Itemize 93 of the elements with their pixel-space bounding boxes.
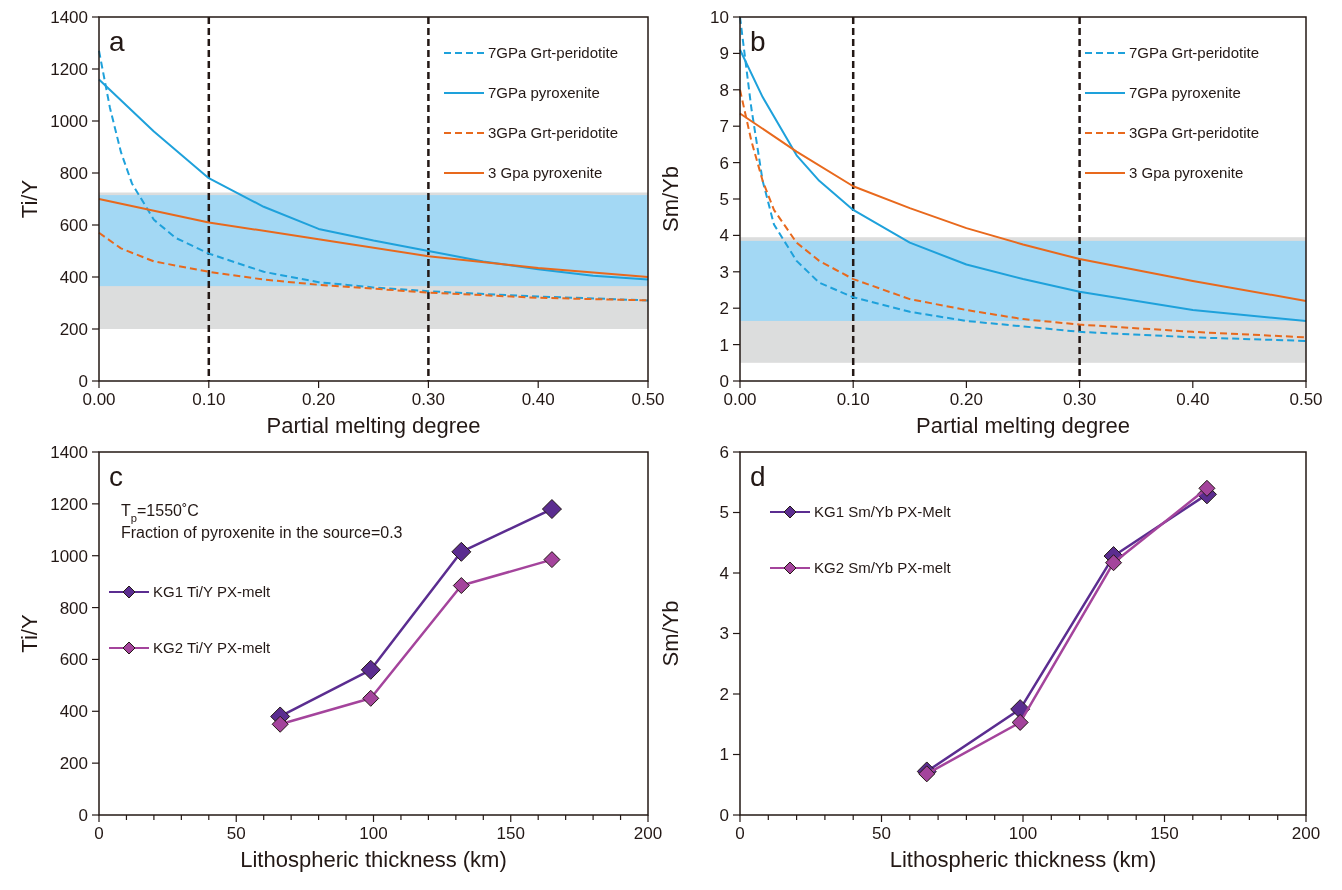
x-axis-title: Partial melting degree	[915, 413, 1131, 438]
x-tick-label: 0.50	[1289, 390, 1323, 409]
y-tick-label: 600	[59, 215, 88, 235]
point	[1105, 554, 1123, 572]
y-tick-label: 5	[719, 503, 729, 523]
y-axis-title: Ti/Y	[17, 179, 42, 219]
legend-label: 3GPa Grt-peridotite	[488, 124, 619, 142]
line-series	[98, 231, 649, 302]
legend-label: 7GPa pyroxenite	[488, 84, 600, 102]
x-tick-label: 0.20	[302, 390, 336, 409]
y-tick-label: 0	[78, 805, 88, 825]
legend-label: KG2 Ti/Y PX-melt	[153, 639, 272, 657]
x-tick-label: 100	[359, 824, 388, 843]
x-tick-label: 0	[735, 824, 745, 843]
point	[360, 659, 381, 680]
legend-label: KG1 Sm/Yb PX-Melt	[814, 503, 952, 521]
x-tick-label: 0.30	[411, 390, 445, 409]
y-tick-label: 400	[59, 702, 88, 722]
y-tick-label: 0	[719, 805, 729, 825]
y-tick-label: 1400	[50, 442, 88, 462]
point	[451, 541, 472, 562]
x-tick-label: 0.40	[521, 390, 555, 409]
y-axis-title: Ti/Y	[17, 614, 42, 653]
x-axis-title: Partial melting degree	[266, 413, 481, 438]
y-tick-label: 10	[710, 7, 729, 27]
x-tick-label: 0.40	[1176, 390, 1210, 409]
legend-label: 3 Gpa pyroxenite	[488, 164, 603, 182]
x-tick-label: 0.50	[631, 390, 665, 409]
y-tick-label: 1400	[50, 7, 88, 27]
legend-label: KG1 Ti/Y PX-melt	[153, 583, 272, 601]
y-tick-label: 7	[719, 117, 729, 137]
y-tick-label: 3	[719, 624, 729, 644]
y-tick-label: 2	[719, 299, 729, 319]
y-tick-label: 600	[59, 650, 88, 670]
y-tick-label: 2	[719, 684, 729, 704]
annotation: d	[750, 461, 766, 492]
legend-label: 7GPa Grt-peridotite	[1129, 44, 1260, 62]
y-axis-title: Sm/Yb	[658, 165, 683, 233]
y-tick-label: 6	[719, 442, 729, 462]
x-tick-label: 200	[633, 824, 663, 843]
x-tick-label: 0.00	[723, 390, 757, 409]
point	[452, 577, 470, 595]
y-tick-label: 1200	[50, 59, 88, 79]
legend-label: 3 Gpa pyroxenite	[1129, 164, 1244, 182]
point	[362, 689, 380, 707]
x-tick-label: 50	[872, 824, 891, 843]
x-tick-label: 0.00	[82, 390, 116, 409]
y-axis-title: Sm/Yb	[658, 600, 683, 667]
x-tick-label: 0.20	[949, 390, 983, 409]
point	[271, 715, 289, 733]
legend-label: KG2 Sm/Yb PX-melt	[814, 559, 952, 577]
y-tick-label: 4	[719, 563, 729, 583]
x-tick-label: 150	[1150, 824, 1179, 843]
y-tick-label: 0	[719, 371, 729, 391]
y-tick-label: 800	[59, 163, 88, 183]
y-tick-label: 3	[719, 262, 729, 282]
legend-label: 7GPa Grt-peridotite	[488, 44, 619, 62]
y-tick-label: 800	[59, 598, 88, 618]
x-tick-label: 50	[226, 824, 246, 843]
point	[541, 499, 562, 520]
x-tick-label: 0.10	[192, 390, 226, 409]
x-tick-label: 0.30	[1063, 390, 1097, 409]
y-tick-label: 0	[78, 371, 88, 391]
annotation: a	[109, 26, 125, 57]
y-tick-label: 6	[719, 153, 729, 173]
point	[543, 551, 561, 569]
x-tick-label: 100	[1008, 824, 1038, 843]
x-tick-label: 150	[496, 824, 525, 843]
x-tick-label: 0	[94, 824, 104, 843]
x-tick-label: 0.10	[836, 390, 870, 409]
y-tick-label: 4	[719, 226, 729, 246]
y-tick-label: 8	[719, 80, 729, 100]
y-tick-label: 1200	[50, 494, 88, 514]
y-tick-label: 5	[719, 189, 729, 209]
annotation: b	[750, 26, 766, 57]
annotation: T$_{p}$=1550˚C	[121, 502, 199, 524]
y-tick-label: 1	[719, 745, 729, 765]
y-tick-label: 1000	[50, 546, 88, 566]
x-tick-label: 200	[1291, 824, 1321, 843]
legend-label: 3GPa Grt-peridotite	[1129, 124, 1260, 142]
legend-label: 7GPa pyroxenite	[1129, 84, 1241, 102]
y-tick-label: 1	[719, 335, 729, 355]
y-tick-label: 9	[719, 44, 729, 64]
y-tick-label: 200	[59, 754, 88, 774]
y-tick-label: 200	[59, 319, 88, 339]
y-tick-label: 1000	[50, 111, 88, 131]
x-axis-title: Lithospheric thickness (km)	[240, 847, 507, 872]
point	[1011, 713, 1029, 731]
point	[1198, 479, 1216, 497]
annotation: Fraction of pyroxenite in the source=0.3	[121, 524, 403, 541]
annotation: c	[109, 461, 123, 492]
y-tick-label: 400	[59, 267, 88, 287]
x-axis-title: Lithospheric thickness (km)	[889, 847, 1157, 872]
